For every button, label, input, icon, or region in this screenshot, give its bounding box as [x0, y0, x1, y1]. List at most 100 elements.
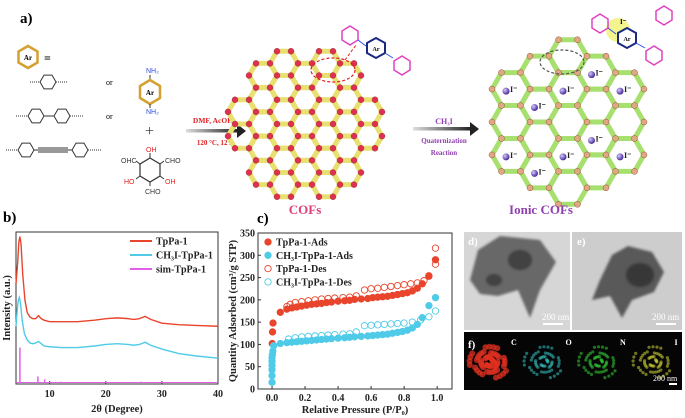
framework-node — [273, 193, 281, 200]
data-point — [413, 284, 421, 292]
framework-node — [583, 151, 591, 159]
eds-signal — [550, 360, 554, 364]
x-axis-label: 2θ (Degree) — [91, 404, 143, 415]
y-tick-label: 350 — [240, 229, 255, 240]
legend-label: TpPa-1 — [156, 237, 188, 248]
framework-node — [294, 157, 302, 164]
framework-node — [315, 48, 323, 55]
plot-frame — [257, 232, 453, 390]
framework-node — [266, 132, 274, 140]
eds-signal — [503, 367, 510, 374]
eds-signal — [543, 351, 547, 355]
legend-label: CH₃I-TpPa-1-Des — [276, 277, 352, 288]
eds-signal — [665, 356, 669, 360]
benzene-ring — [71, 142, 89, 158]
framework-node — [488, 85, 496, 93]
eds-signal — [653, 358, 658, 362]
framework-node — [574, 201, 581, 208]
x-axis-label: Relative Pressure (P/P₀) — [302, 405, 409, 416]
iodide-ion-icon — [559, 87, 567, 95]
group-ho-left: HO — [124, 179, 135, 186]
eds-signal — [539, 370, 544, 374]
eds-signal — [529, 368, 534, 372]
eds-signal — [528, 365, 532, 370]
data-point — [339, 293, 347, 302]
series-line-1 — [15, 294, 219, 359]
eds-signal — [489, 356, 496, 363]
or-text-1: or — [106, 78, 113, 87]
framework-node — [498, 135, 505, 142]
data-point — [291, 334, 299, 342]
framework-node — [574, 135, 581, 142]
framework-node — [555, 135, 562, 142]
y-axis-label: Quantity Adsorbed (cm³/g STP) — [228, 239, 239, 382]
eds-map-N: N — [576, 338, 626, 380]
data-point — [367, 285, 375, 293]
eds-signal — [637, 365, 641, 370]
framework-node — [498, 69, 505, 76]
eds-signal — [546, 345, 550, 349]
panel-label-f: f) — [468, 339, 476, 351]
eds-signal — [552, 374, 556, 378]
framework-node — [574, 36, 581, 43]
framework-node — [336, 181, 344, 188]
amine-bottom-label: NH₂ — [146, 109, 159, 116]
eds-signal — [500, 354, 507, 361]
framework-node — [378, 132, 386, 140]
iodide-ion-icon — [588, 136, 595, 144]
eds-signal — [659, 368, 663, 372]
data-point — [425, 313, 433, 321]
eds-signal — [530, 355, 534, 360]
framework-node — [273, 48, 281, 55]
eds-signal — [598, 351, 602, 355]
eds-signal — [666, 358, 670, 363]
eds-signal — [577, 363, 581, 367]
eds-signal — [645, 365, 649, 369]
framework-node — [357, 96, 365, 103]
data-point — [407, 280, 415, 288]
eds-signal — [611, 356, 615, 360]
eds-signal — [632, 355, 636, 359]
data-point — [431, 260, 440, 268]
framework-node — [498, 168, 505, 175]
plus-sign: + — [145, 123, 154, 140]
framework-node — [357, 145, 365, 152]
step1-reagent: DMF, AcOH — [193, 116, 233, 125]
panel-label-d: d) — [468, 236, 478, 248]
step2-line1: Quaternization — [421, 137, 467, 145]
framework-node — [336, 132, 344, 140]
group-oh-top: OH — [146, 147, 157, 154]
x-tick-label: 10 — [45, 389, 55, 400]
cof-title: COFs — [289, 202, 322, 217]
eds-signal — [648, 370, 653, 374]
data-point — [270, 342, 278, 350]
eds-signal — [479, 371, 486, 378]
iodide-label: I⁻ — [624, 85, 631, 94]
eds-signal — [548, 376, 552, 380]
eds-signal — [667, 369, 672, 373]
eds-signal — [525, 351, 529, 355]
framework-node — [252, 60, 260, 67]
data-point — [431, 307, 440, 315]
eds-signal — [638, 368, 643, 372]
eds-signal — [556, 372, 560, 376]
eds-signal — [644, 372, 648, 376]
legend-label: TpPa-1-Ads — [276, 238, 328, 249]
framework-pore — [351, 121, 385, 151]
or-text-2: or — [106, 112, 113, 121]
eds-signal — [652, 351, 656, 355]
eds-signal — [543, 364, 547, 368]
iodide-ion-icon — [588, 71, 595, 79]
group-cho-right: CHO — [165, 158, 181, 165]
eds-signal — [657, 376, 661, 380]
framework-node — [583, 85, 591, 93]
data-point — [276, 339, 284, 348]
eds-signal — [487, 350, 494, 357]
panel-c-isotherm-chart: c) 0.0 0.2 0.4 0.6 0.8 1.0 0 50 100 150 200 250 300 3… — [228, 211, 453, 416]
y-tick-label: 50 — [245, 362, 255, 373]
eds-signal — [556, 364, 560, 368]
framework-node — [329, 72, 337, 79]
framework-node — [287, 169, 295, 176]
eds-map-O: O — [522, 338, 572, 380]
framework-node — [308, 84, 316, 91]
